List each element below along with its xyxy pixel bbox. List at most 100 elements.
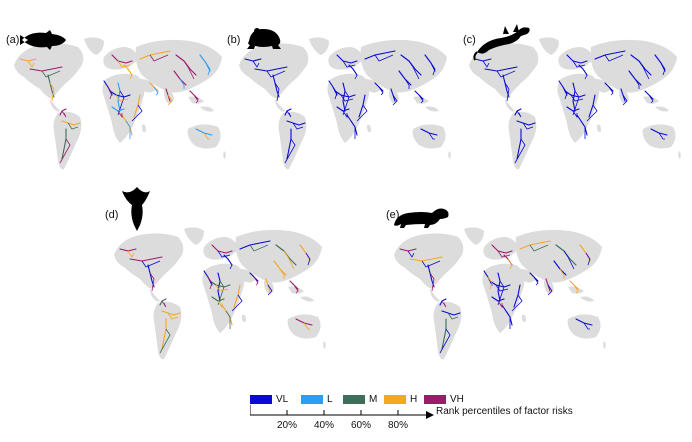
- river-tributary: [482, 60, 490, 68]
- landmass: [597, 124, 601, 133]
- river-tributary: [117, 60, 131, 68]
- river-tributary: [179, 78, 185, 89]
- landmass: [367, 124, 371, 133]
- river-tributary: [61, 110, 67, 118]
- landmass: [413, 96, 439, 112]
- world-map-b: [239, 37, 451, 170]
- river-segment: [109, 90, 131, 98]
- river-tributary: [305, 252, 311, 266]
- river-tributary: [249, 244, 269, 252]
- river-tributary: [439, 328, 451, 354]
- river-segment: [286, 120, 306, 126]
- river-tributary: [563, 250, 575, 270]
- river-tributary: [274, 82, 280, 102]
- legend-swatch-vh: [424, 394, 446, 404]
- river-segment: [516, 120, 536, 126]
- river-tributary: [529, 244, 549, 252]
- world-map-c: [469, 37, 681, 170]
- bird-icon: [122, 187, 150, 231]
- world-map-a: [14, 37, 226, 170]
- landmass: [464, 227, 484, 245]
- landmass: [142, 124, 146, 133]
- landmass: [643, 96, 669, 112]
- tick-label-40: 40%: [313, 420, 335, 431]
- river-tributary: [41, 70, 61, 78]
- river-tributary: [266, 70, 286, 78]
- river-tributary: [225, 310, 231, 329]
- legend-label-h: H: [410, 393, 418, 405]
- river-tributary: [215, 284, 229, 292]
- river-tributary: [514, 138, 526, 164]
- river-tributary: [648, 94, 654, 104]
- landmass: [187, 124, 221, 149]
- frog-icon: [247, 28, 281, 49]
- landmass: [323, 341, 326, 349]
- landmass: [287, 314, 321, 339]
- river-segment: [61, 120, 81, 126]
- river-tributary: [352, 68, 358, 80]
- river-tributary: [342, 110, 348, 119]
- river-segment: [239, 240, 271, 250]
- river-tributary: [547, 284, 553, 296]
- river-tributary: [559, 268, 565, 279]
- river-tributary: [267, 284, 273, 296]
- river-tributary: [203, 132, 210, 140]
- risk-legend: VL L M H VH Rank percentiles of factor r…: [250, 393, 650, 438]
- map-panel-b: (b): [225, 25, 455, 185]
- landmass: [430, 289, 440, 302]
- landmass: [522, 314, 526, 323]
- river-tributary: [404, 78, 410, 89]
- map-panel-c: (c): [455, 24, 685, 185]
- legend-item-vl: VL: [250, 393, 288, 405]
- river-tributary: [253, 276, 259, 286]
- river-segment: [519, 240, 551, 250]
- river-tributary: [418, 94, 424, 104]
- river-tributary: [284, 138, 296, 164]
- river-tributary: [658, 132, 665, 140]
- landmass: [14, 43, 84, 99]
- river-tributary: [231, 294, 243, 312]
- river-segment: [491, 244, 513, 254]
- river-tributary: [374, 54, 394, 62]
- landmass: [188, 96, 214, 112]
- panel-label-d: (d): [105, 209, 119, 221]
- river-segment: [364, 50, 396, 60]
- river-tributary: [59, 138, 71, 164]
- river-tributary: [159, 328, 171, 354]
- river-tributary: [27, 60, 35, 68]
- landmass: [365, 79, 381, 93]
- river-tributary: [608, 86, 614, 96]
- panel-label-c: (c): [463, 34, 476, 46]
- river-tributary: [580, 120, 586, 139]
- river-tributary: [205, 62, 211, 76]
- landmass: [568, 286, 594, 302]
- river-tributary: [638, 60, 650, 80]
- river-tributary: [497, 300, 503, 309]
- river-tributary: [217, 300, 223, 309]
- legend-item-vh: VH: [424, 393, 464, 405]
- river-tributary: [303, 322, 310, 330]
- river-tributary: [634, 78, 640, 89]
- river-segment: [334, 90, 356, 98]
- river-tributary: [167, 312, 179, 320]
- river-tributary: [428, 132, 435, 140]
- river-tributary: [131, 104, 143, 122]
- landmass: [482, 263, 525, 333]
- river-tributary: [392, 94, 398, 106]
- landmass: [558, 47, 593, 70]
- river-segment: [139, 50, 171, 60]
- legend-swatch-m: [343, 394, 365, 404]
- river-tributary: [217, 250, 231, 258]
- river-tributary: [507, 258, 513, 270]
- legend-swatch-vl: [250, 394, 272, 404]
- landmass: [539, 37, 559, 55]
- river-tributary: [622, 94, 628, 106]
- landmass: [678, 151, 681, 159]
- river-segment: [336, 54, 358, 64]
- river-segment: [516, 128, 522, 160]
- river-tributary: [511, 294, 523, 312]
- river-tributary: [340, 94, 354, 102]
- mammal-icon: [394, 208, 449, 228]
- river-segment: [286, 128, 292, 160]
- river-tributary: [67, 122, 79, 130]
